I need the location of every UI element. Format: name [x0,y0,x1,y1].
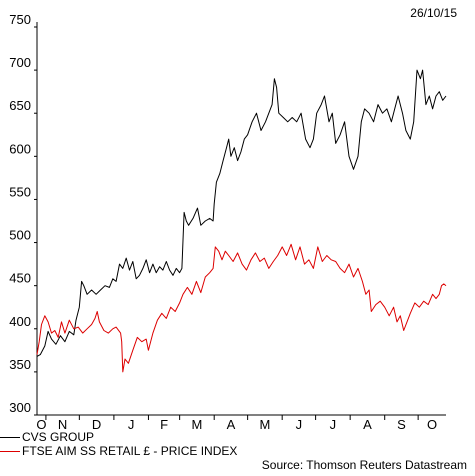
x-tick-label: O [427,417,437,432]
y-tick-label: 550 [9,184,31,199]
y-axis-ticks: 300 350 400 450 500 550 600 650 700 750 [9,12,37,416]
ftse-aim-retail-line [36,243,447,373]
x-tick-label: M [259,417,270,432]
date-label: 26/10/15 [410,6,457,20]
legend-swatch-ftse [0,451,20,453]
y-tick-label: 650 [9,98,31,113]
chart-axes [36,22,446,416]
x-tick-label: A [227,417,236,432]
x-tick-label: J [296,417,303,432]
y-tick-label: 300 [9,400,31,415]
y-tick-label: 600 [9,141,31,156]
legend-swatch-cvs [0,437,20,439]
x-tick-label: D [92,417,101,432]
x-tick-label: A [363,417,372,432]
y-tick-label: 450 [9,271,31,286]
y-tick-label: 750 [9,12,31,27]
x-tick-label: F [160,417,168,432]
series-layer [36,69,447,373]
legend-item-ftse: FTSE AIM SS RETAIL £ - PRICE INDEX [0,444,237,458]
legend-label-cvs: CVS GROUP [22,430,95,444]
x-tick-label: S [397,417,406,432]
y-tick-label: 400 [9,314,31,329]
y-tick-label: 350 [9,357,31,372]
cvs-group-line [36,69,447,357]
source-note: Source: Thomson Reuters Datastream [261,458,467,472]
legend-label-ftse: FTSE AIM SS RETAIL £ - PRICE INDEX [22,444,238,458]
x-tick-label: O [36,417,46,432]
y-tick-label: 500 [9,228,31,243]
x-tick-label: M [192,417,203,432]
x-tick-label: J [128,417,135,432]
x-tick-label: J [330,417,337,432]
x-tick-label: N [58,417,67,432]
legend-item-cvs: CVS GROUP [0,430,94,444]
y-tick-label: 700 [9,55,31,70]
